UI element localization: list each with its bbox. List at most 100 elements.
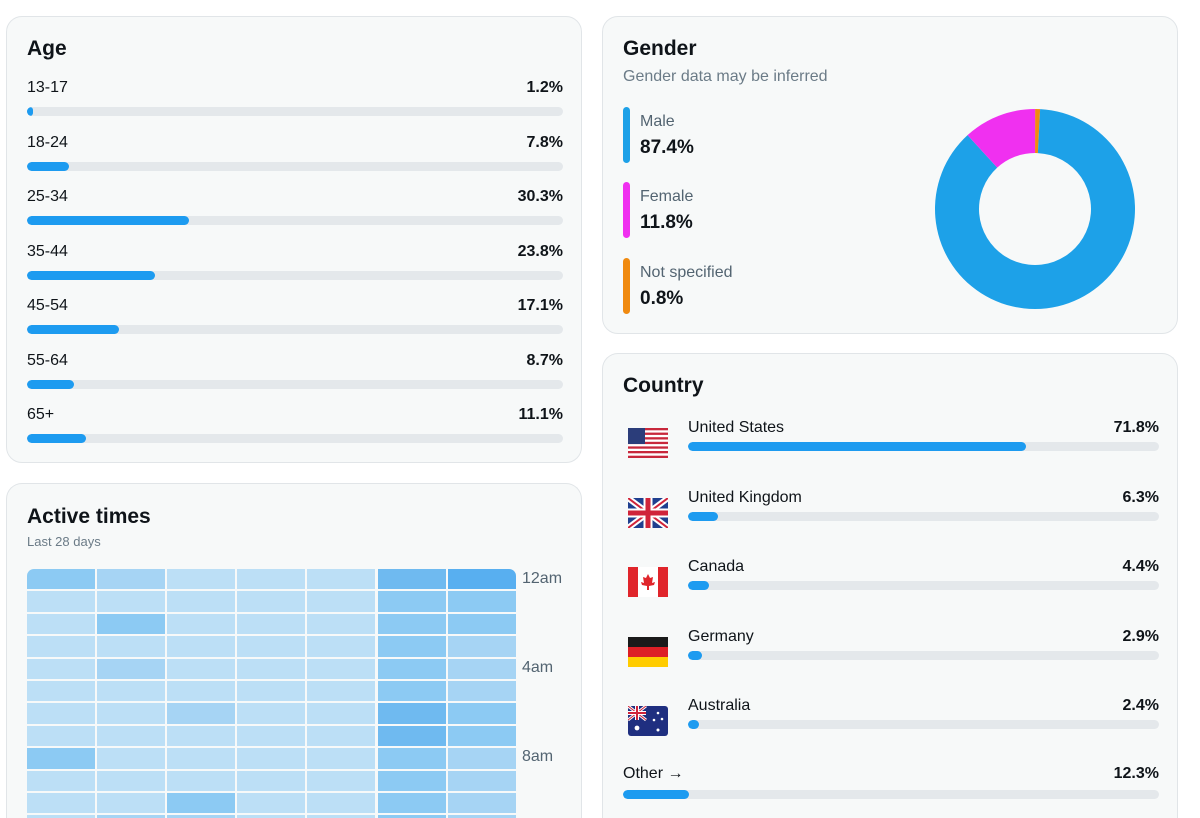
heatmap-cell[interactable]: [377, 636, 446, 657]
heatmap-cell[interactable]: [27, 815, 95, 818]
gender-title: Gender: [623, 37, 697, 60]
heatmap-cell[interactable]: [307, 569, 376, 590]
heatmap-cell[interactable]: [237, 613, 306, 635]
heatmap-cell[interactable]: [307, 591, 376, 612]
heatmap-cell[interactable]: [97, 703, 166, 724]
heatmap-cell[interactable]: [167, 569, 236, 590]
heatmap-cell[interactable]: [167, 613, 236, 635]
heatmap-cell[interactable]: [447, 658, 516, 679]
country-card: Country United States 71.8% United Kingd…: [602, 353, 1178, 818]
heatmap-cell[interactable]: [27, 658, 95, 679]
heatmap-cell[interactable]: [97, 681, 166, 702]
heatmap-cell[interactable]: [377, 815, 446, 818]
heatmap-cell[interactable]: [237, 770, 306, 791]
heatmap-cell[interactable]: [377, 703, 446, 724]
age-label: 55-64: [27, 352, 68, 369]
heatmap-cell[interactable]: [377, 725, 446, 747]
heatmap-cell[interactable]: [237, 793, 306, 814]
country-title: Country: [623, 374, 704, 397]
heatmap-cell[interactable]: [27, 770, 95, 791]
heatmap-cell[interactable]: [237, 658, 306, 679]
donut-slice-not-specified[interactable]: [1035, 109, 1041, 154]
other-countries-link[interactable]: Other →: [623, 765, 684, 782]
heatmap-cell[interactable]: [97, 725, 166, 747]
heatmap-cell[interactable]: [237, 748, 306, 769]
heatmap-cell[interactable]: [97, 748, 166, 769]
heatmap-cell[interactable]: [97, 613, 166, 635]
heatmap-cell[interactable]: [447, 793, 516, 814]
heatmap-cell[interactable]: [237, 703, 306, 724]
heatmap-cell[interactable]: [447, 703, 516, 724]
heatmap-cell[interactable]: [27, 703, 95, 724]
heatmap-cell[interactable]: [237, 725, 306, 747]
heatmap-cell[interactable]: [97, 569, 166, 590]
heatmap-cell[interactable]: [167, 681, 236, 702]
age-bar-fill: [27, 325, 119, 334]
heatmap-cell[interactable]: [447, 748, 516, 769]
country-row-australia: Australia 2.4%: [623, 697, 1159, 747]
australia-flag-icon: [628, 706, 668, 736]
heatmap-cell[interactable]: [377, 569, 446, 590]
heatmap-cell[interactable]: [237, 569, 306, 590]
heatmap-cell[interactable]: [27, 793, 95, 814]
heatmap-cell[interactable]: [307, 793, 376, 814]
heatmap-cell[interactable]: [167, 591, 236, 612]
heatmap-cell[interactable]: [97, 770, 166, 791]
heatmap-cell[interactable]: [377, 613, 446, 635]
heatmap-cell[interactable]: [447, 591, 516, 612]
heatmap-cell[interactable]: [447, 725, 516, 747]
heatmap-cell[interactable]: [377, 681, 446, 702]
heatmap-cell[interactable]: [27, 725, 95, 747]
country-row-other[interactable]: Other → 12.3%: [623, 765, 1159, 805]
heatmap-cell[interactable]: [447, 681, 516, 702]
heatmap-cell[interactable]: [447, 815, 516, 818]
heatmap-cell[interactable]: [167, 770, 236, 791]
heatmap-cell[interactable]: [447, 569, 516, 590]
heatmap-cell[interactable]: [97, 793, 166, 814]
heatmap-cell[interactable]: [167, 815, 236, 818]
heatmap-cell[interactable]: [307, 725, 376, 747]
heatmap-cell[interactable]: [27, 636, 95, 657]
heatmap-cell[interactable]: [237, 681, 306, 702]
heatmap-cell[interactable]: [307, 658, 376, 679]
heatmap-cell[interactable]: [447, 636, 516, 657]
heatmap-cell[interactable]: [167, 636, 236, 657]
heatmap-cell[interactable]: [237, 815, 306, 818]
heatmap-cell[interactable]: [307, 636, 376, 657]
heatmap-cell[interactable]: [377, 748, 446, 769]
heatmap-cell[interactable]: [97, 658, 166, 679]
heatmap-cell[interactable]: [27, 748, 95, 769]
heatmap-cell[interactable]: [97, 591, 166, 612]
heatmap-cell[interactable]: [377, 658, 446, 679]
heatmap-cell[interactable]: [307, 703, 376, 724]
heatmap-cell[interactable]: [447, 613, 516, 635]
age-bar-track: [27, 434, 563, 443]
donut-slice-male[interactable]: [935, 109, 1135, 309]
heatmap-cell[interactable]: [27, 613, 95, 635]
heatmap-cell[interactable]: [97, 636, 166, 657]
heatmap-cell[interactable]: [307, 681, 376, 702]
age-row-65-plus: 65+ 11.1%: [27, 406, 563, 446]
heatmap-cell[interactable]: [377, 591, 446, 612]
heatmap-cell[interactable]: [167, 703, 236, 724]
heatmap-cell[interactable]: [307, 613, 376, 635]
heatmap-cell[interactable]: [307, 748, 376, 769]
heatmap-cell[interactable]: [237, 591, 306, 612]
heatmap-cell[interactable]: [237, 636, 306, 657]
heatmap-cell[interactable]: [377, 793, 446, 814]
heatmap-cell[interactable]: [27, 681, 95, 702]
country-bar-fill: [688, 512, 718, 521]
heatmap-cell[interactable]: [307, 770, 376, 791]
heatmap-cell[interactable]: [97, 815, 166, 818]
heatmap-cell[interactable]: [307, 815, 376, 818]
heatmap-cell[interactable]: [447, 770, 516, 791]
heatmap-cell[interactable]: [167, 725, 236, 747]
heatmap-cell[interactable]: [27, 591, 95, 612]
donut-slice-female[interactable]: [967, 109, 1036, 168]
heatmap-cell[interactable]: [167, 658, 236, 679]
active-times-subtitle: Last 28 days: [27, 534, 101, 549]
heatmap-cell[interactable]: [377, 770, 446, 791]
heatmap-cell[interactable]: [27, 569, 95, 590]
heatmap-cell[interactable]: [167, 793, 236, 814]
heatmap-cell[interactable]: [167, 748, 236, 769]
